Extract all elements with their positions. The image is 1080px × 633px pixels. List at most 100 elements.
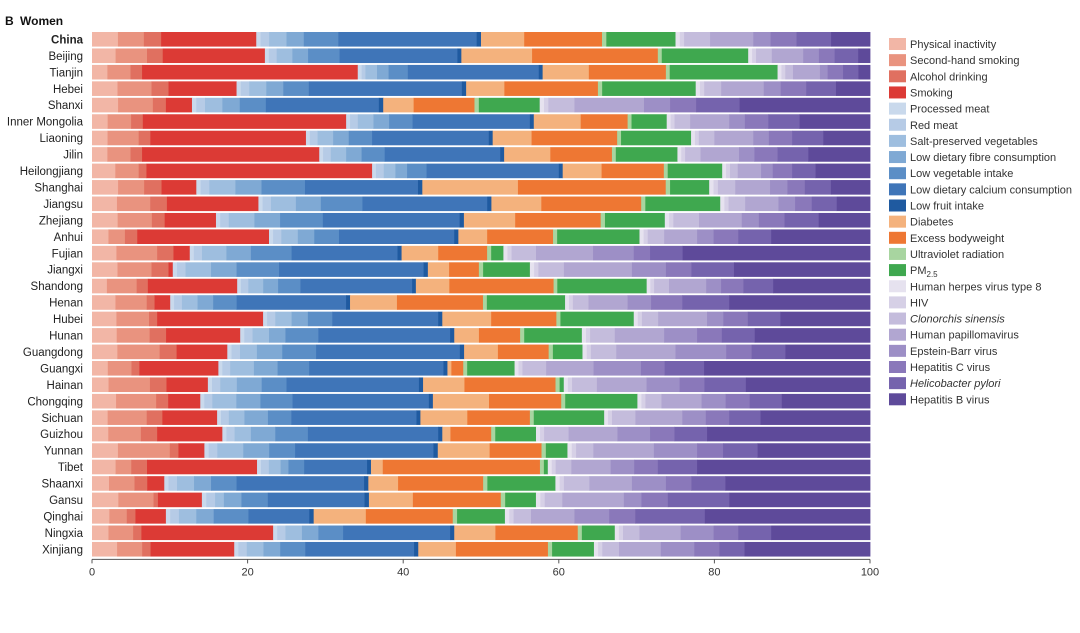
bar-segment-gansu-alcohol-drinking bbox=[153, 492, 159, 508]
bar-segment-guangdong-alcohol-drinking bbox=[159, 344, 177, 360]
bar-segment-jilin-processed-meat bbox=[319, 147, 324, 162]
bar-segment-tianjin-smoking bbox=[142, 64, 359, 80]
bar-segment-shanghai-diabetes bbox=[422, 180, 519, 195]
bar-segment-anhui-hepatitis-b-virus bbox=[771, 229, 871, 244]
category-label-shanxi: Shanxi bbox=[48, 100, 83, 112]
legend-swatch-excess-bodyweight bbox=[889, 231, 906, 244]
legend-label-epstein-barr-virus: Epstein-Barr virus bbox=[910, 346, 998, 358]
bar-segment-hainan-human-herpes-virus-type-8 bbox=[563, 377, 569, 393]
bar-segment-fujian-human-herpes-virus-type-8 bbox=[503, 245, 508, 261]
bar-segment-shandong-alcohol-drinking bbox=[136, 278, 149, 294]
bar-segment-heilongjiang-epstein-barr-virus bbox=[761, 163, 774, 179]
bar-segment-hebei-hiv bbox=[699, 81, 705, 96]
bar-segment-shanxi-red-meat bbox=[196, 97, 206, 113]
bar-segment-xinjiang-diabetes bbox=[418, 541, 457, 557]
bar-segment-hebei-hepatitis-c-virus bbox=[780, 81, 807, 96]
bar-segment-guangdong-helicobacter-pylori bbox=[751, 344, 786, 360]
bar-segment-xinjiang-hepatitis-c-virus bbox=[694, 541, 720, 557]
bar-segment-hainan-excess-bodyweight bbox=[464, 377, 556, 393]
bar-segment-hainan-low-dietary-calcium-consumption bbox=[286, 377, 420, 393]
bar-segment-ningxia-processed-meat bbox=[273, 525, 278, 541]
bar-segment-henan-human-papillomavirus bbox=[588, 295, 629, 310]
bar-segment-qinghai-hepatitis-b-virus bbox=[704, 509, 871, 524]
bar-segment-sichuan-low-fruit-intake bbox=[416, 410, 421, 425]
bar-segment-inner-mongolia-human-papillomavirus bbox=[690, 114, 730, 129]
bar-segment-hainan-hiv bbox=[567, 377, 573, 393]
bar-segment-liaoning-helicobacter-pylori bbox=[792, 130, 824, 146]
bar-segment-shandong-human-papillomavirus bbox=[668, 278, 707, 294]
legend-swatch-clonorchis-sinensis bbox=[889, 312, 906, 325]
bar-segment-hebei-low-dietary-fibre-consumption bbox=[266, 81, 284, 96]
bar-segment-hunan-clonorchis-sinensis bbox=[590, 328, 616, 343]
bar-segment-liaoning-human-papillomavirus bbox=[714, 130, 754, 146]
bar-segment-liaoning-salt-preserved-vegetables bbox=[317, 130, 334, 146]
bar-segment-inner-mongolia-salt-preserved-vegetables bbox=[357, 114, 374, 129]
bar-segment-guangdong-human-papillomavirus bbox=[616, 344, 676, 360]
bar-segment-beijing-hiv bbox=[752, 48, 757, 64]
category-label-china: China bbox=[51, 34, 84, 46]
legend-swatch-diabetes bbox=[889, 215, 906, 228]
bar-segment-fujian-hepatitis-b-virus bbox=[682, 245, 871, 261]
legend-label-diabetes: Diabetes bbox=[910, 217, 954, 229]
bar-segment-zhejiang-ultraviolet-radiation bbox=[600, 212, 606, 228]
bar-segment-hunan-human-herpes-virus-type-8 bbox=[581, 328, 587, 343]
bar-segment-xinjiang-clonorchis-sinensis bbox=[602, 541, 620, 557]
bar-segment-qinghai-ultraviolet-radiation bbox=[452, 509, 458, 524]
bar-segment-hubei-helicobacter-pylori bbox=[747, 311, 781, 327]
bar-segment-hubei-excess-bodyweight bbox=[491, 311, 557, 327]
legend-swatch-helicobacter-pylori bbox=[889, 377, 906, 390]
bar-segment-xinjiang-human-papillomavirus bbox=[619, 541, 662, 557]
bar-segment-shanghai-red-meat bbox=[200, 180, 210, 195]
bar-segment-henan-hepatitis-b-virus bbox=[729, 295, 871, 310]
bar-segment-hunan-helicobacter-pylori bbox=[721, 328, 756, 343]
bar-segment-anhui-second-hand-smoking bbox=[108, 229, 126, 244]
bar-segment-tianjin-hepatitis-b-virus bbox=[858, 64, 871, 80]
bar-segment-qinghai-diabetes bbox=[313, 509, 367, 524]
bar-segment-hubei-low-fruit-intake bbox=[438, 311, 443, 327]
bar-segment-shandong-low-vegetable-intake bbox=[278, 278, 301, 294]
bar-segment-xinjiang-low-dietary-calcium-consumption bbox=[305, 541, 415, 557]
bar-segment-beijing-salt-preserved-vegetables bbox=[276, 48, 293, 64]
bar-segment-yunnan-low-dietary-calcium-consumption bbox=[295, 443, 434, 458]
bar-segment-guangxi-clonorchis-sinensis bbox=[522, 361, 547, 376]
bar-segment-zhejiang-salt-preserved-vegetables bbox=[228, 212, 255, 228]
bar-segment-shandong-processed-meat bbox=[237, 278, 242, 294]
bar-segment-hubei-human-herpes-virus-type-8 bbox=[633, 311, 639, 327]
watermark-logo-mark bbox=[800, 597, 818, 613]
bar-segment-yunnan-hepatitis-b-virus bbox=[757, 443, 871, 458]
bar-segment-jiangxi-low-dietary-fibre-consumption bbox=[211, 262, 237, 277]
bar-segment-fujian-epstein-barr-virus bbox=[593, 245, 635, 261]
bar-segment-jiangsu-epstein-barr-virus bbox=[778, 196, 796, 212]
bar-segment-heilongjiang-physical-inactivity bbox=[92, 163, 116, 179]
bar-segment-hubei-physical-inactivity bbox=[92, 311, 117, 327]
bar-segment-qinghai-excess-bodyweight bbox=[365, 509, 454, 524]
bar-segment-fujian-hiv bbox=[507, 245, 512, 261]
bar-segment-tibet-ultraviolet-radiation bbox=[539, 459, 545, 475]
bar-segment-china-excess-bodyweight bbox=[524, 32, 603, 47]
bar-segment-xinjiang-low-vegetable-intake bbox=[280, 541, 306, 557]
bar-segment-fujian-physical-inactivity bbox=[92, 245, 117, 261]
bar-segment-yunnan-clonorchis-sinensis bbox=[576, 443, 594, 458]
bar-segment-henan-pm2-5 bbox=[486, 295, 566, 310]
bar-segment-ningxia-second-hand-smoking bbox=[108, 525, 134, 541]
bar-segment-china-epstein-barr-virus bbox=[753, 32, 771, 47]
bar-segment-jilin-diabetes bbox=[504, 147, 551, 162]
bar-segment-jiangxi-human-herpes-virus-type-8 bbox=[529, 262, 535, 277]
bar-segment-shanxi-clonorchis-sinensis bbox=[548, 97, 575, 113]
bar-segment-guizhou-human-papillomavirus bbox=[568, 426, 618, 442]
bar-segment-ningxia-diabetes bbox=[454, 525, 496, 541]
bar-segment-jiangsu-hiv bbox=[724, 196, 729, 212]
bar-segment-hubei-low-vegetable-intake bbox=[307, 311, 333, 327]
bar-segment-shanghai-low-fruit-intake bbox=[417, 180, 423, 195]
bar-segment-sichuan-diabetes bbox=[420, 410, 468, 425]
bar-segment-shanxi-salt-preserved-vegetables bbox=[205, 97, 223, 113]
bar-segment-inner-mongolia-physical-inactivity bbox=[92, 114, 109, 129]
bar-segment-shandong-hiv bbox=[650, 278, 655, 294]
category-label-ningxia: Ningxia bbox=[45, 528, 84, 540]
bar-segment-qinghai-salt-preserved-vegetables bbox=[178, 509, 197, 524]
bar-segment-liaoning-epstein-barr-virus bbox=[753, 130, 770, 146]
bar-segment-guangdong-salt-preserved-vegetables bbox=[239, 344, 258, 360]
bar-segment-anhui-pm2-5 bbox=[557, 229, 640, 244]
bar-segment-shandong-salt-preserved-vegetables bbox=[248, 278, 264, 294]
bar-segment-shandong-ultraviolet-radiation bbox=[553, 278, 558, 294]
